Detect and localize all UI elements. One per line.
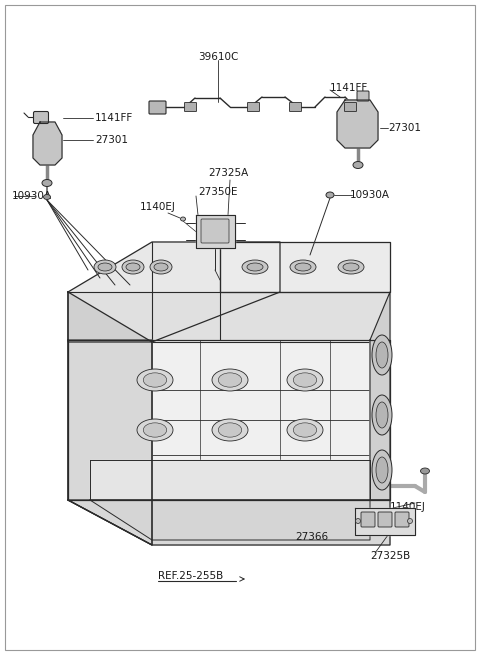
Ellipse shape: [218, 373, 242, 387]
FancyBboxPatch shape: [378, 512, 392, 527]
Ellipse shape: [290, 260, 316, 274]
Ellipse shape: [242, 260, 268, 274]
Ellipse shape: [293, 423, 317, 437]
Ellipse shape: [180, 217, 185, 221]
Polygon shape: [337, 100, 378, 148]
Polygon shape: [68, 340, 390, 500]
Ellipse shape: [154, 263, 168, 271]
Ellipse shape: [420, 468, 430, 474]
Ellipse shape: [137, 419, 173, 441]
Polygon shape: [33, 122, 62, 165]
FancyBboxPatch shape: [34, 111, 48, 124]
Ellipse shape: [150, 260, 172, 274]
Ellipse shape: [144, 423, 167, 437]
Ellipse shape: [372, 335, 392, 375]
Text: 1140EJ: 1140EJ: [140, 202, 176, 212]
Ellipse shape: [343, 263, 359, 271]
Ellipse shape: [44, 195, 50, 200]
Ellipse shape: [293, 373, 317, 387]
Polygon shape: [370, 292, 390, 500]
Ellipse shape: [376, 342, 388, 368]
Text: 27325B: 27325B: [370, 551, 410, 561]
FancyBboxPatch shape: [289, 102, 301, 111]
Ellipse shape: [212, 419, 248, 441]
Ellipse shape: [338, 260, 364, 274]
Ellipse shape: [376, 457, 388, 483]
Ellipse shape: [144, 373, 167, 387]
Ellipse shape: [372, 450, 392, 490]
Text: 27366: 27366: [295, 532, 328, 542]
Ellipse shape: [94, 260, 116, 274]
Text: 10930A: 10930A: [12, 191, 52, 201]
Ellipse shape: [376, 402, 388, 428]
FancyBboxPatch shape: [201, 219, 229, 243]
FancyBboxPatch shape: [361, 512, 375, 527]
Ellipse shape: [356, 519, 360, 523]
Text: 27325A: 27325A: [208, 168, 248, 178]
Ellipse shape: [247, 263, 263, 271]
FancyBboxPatch shape: [345, 102, 357, 111]
Text: 27350E: 27350E: [198, 187, 238, 197]
FancyBboxPatch shape: [357, 91, 369, 101]
Ellipse shape: [212, 369, 248, 391]
Polygon shape: [68, 292, 152, 545]
Polygon shape: [196, 215, 235, 248]
Text: 27301: 27301: [95, 135, 128, 145]
Text: 39610C: 39610C: [198, 52, 238, 62]
Ellipse shape: [218, 423, 242, 437]
Polygon shape: [68, 292, 390, 340]
Ellipse shape: [287, 369, 323, 391]
FancyBboxPatch shape: [395, 512, 409, 527]
Ellipse shape: [98, 263, 112, 271]
Text: 1140EJ: 1140EJ: [390, 502, 426, 512]
Text: 1141FF: 1141FF: [330, 83, 368, 93]
Ellipse shape: [353, 162, 363, 168]
Polygon shape: [68, 500, 390, 545]
Ellipse shape: [122, 260, 144, 274]
Polygon shape: [90, 500, 370, 540]
Text: REF.25-255B: REF.25-255B: [158, 571, 223, 581]
Ellipse shape: [287, 419, 323, 441]
Polygon shape: [220, 242, 390, 292]
Ellipse shape: [326, 192, 334, 198]
Text: 10930A: 10930A: [350, 190, 390, 200]
FancyBboxPatch shape: [248, 102, 260, 111]
Ellipse shape: [372, 395, 392, 435]
FancyBboxPatch shape: [149, 101, 166, 114]
Polygon shape: [355, 508, 415, 535]
Ellipse shape: [408, 519, 412, 523]
Ellipse shape: [42, 179, 52, 187]
Text: 1141FF: 1141FF: [95, 113, 133, 123]
Polygon shape: [90, 460, 370, 500]
Ellipse shape: [295, 263, 311, 271]
FancyBboxPatch shape: [184, 102, 196, 111]
Ellipse shape: [126, 263, 140, 271]
Polygon shape: [68, 242, 280, 342]
Polygon shape: [68, 340, 152, 545]
Text: 27301: 27301: [388, 123, 421, 133]
Ellipse shape: [137, 369, 173, 391]
